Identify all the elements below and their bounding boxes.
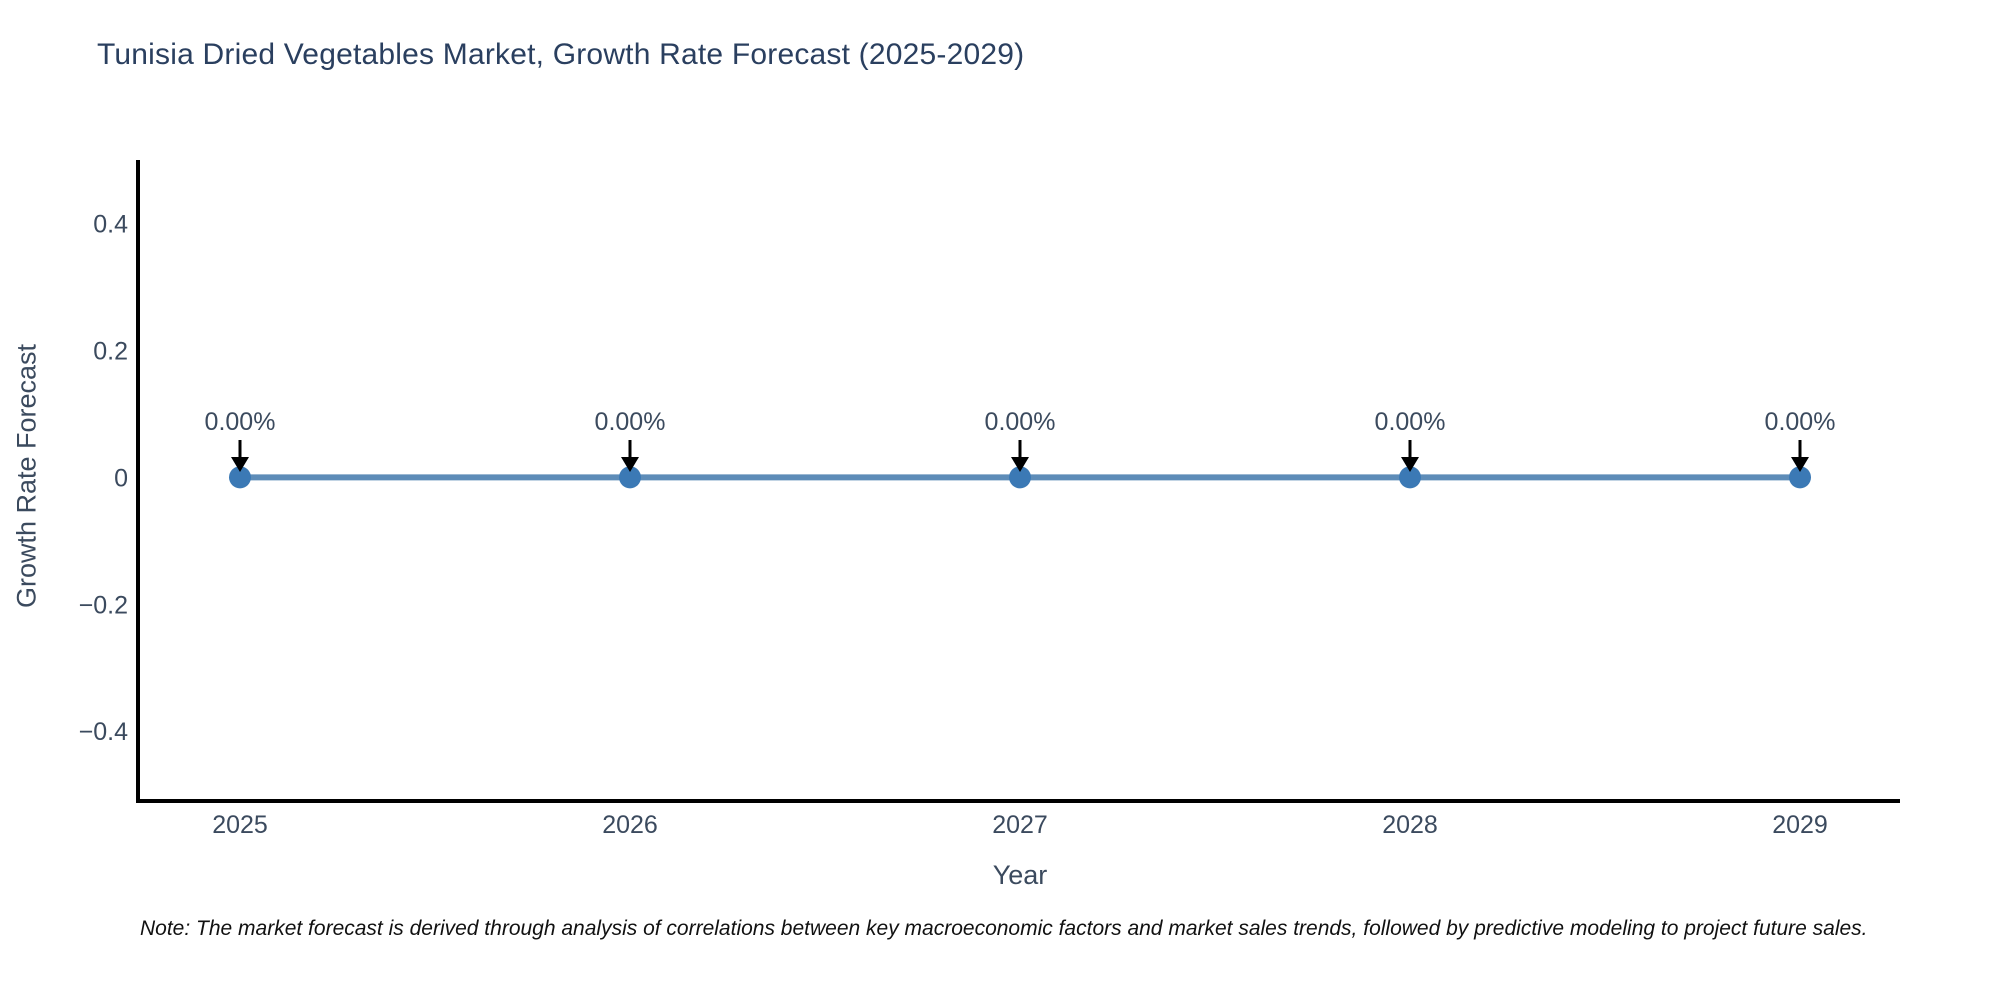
data-point-marker: [229, 466, 251, 489]
point-annotation: 0.00%: [985, 408, 1056, 436]
data-point-marker: [1009, 466, 1031, 489]
point-annotation: 0.00%: [1765, 408, 1836, 436]
x-tick-label: 2028: [1382, 811, 1438, 839]
annotation-arrow-head: [1791, 457, 1809, 472]
annotation-arrow-head: [1401, 457, 1419, 472]
data-point-marker: [1789, 466, 1811, 489]
x-axis-label: Year: [992, 860, 1048, 890]
x-tick-label: 2029: [1772, 811, 1828, 839]
y-tick-label: 0.2: [93, 337, 128, 365]
y-tick-label: 0: [114, 464, 128, 492]
x-tick-label: 2025: [212, 811, 268, 839]
point-annotation: 0.00%: [205, 408, 276, 436]
footnote: Note: The market forecast is derived thr…: [140, 917, 1868, 940]
x-tick-label: 2026: [602, 811, 658, 839]
annotation-arrow-head: [231, 457, 249, 472]
data-point-marker: [1399, 466, 1421, 489]
y-tick-label: −0.2: [79, 591, 128, 619]
annotation-arrow-head: [1011, 457, 1029, 472]
x-tick-label: 2027: [992, 811, 1048, 839]
point-annotation: 0.00%: [595, 408, 666, 436]
data-point-marker: [619, 466, 641, 489]
y-tick-label: −0.4: [79, 718, 128, 746]
annotation-arrow-head: [621, 457, 639, 472]
y-tick-label: 0.4: [93, 210, 128, 238]
chart-title: Tunisia Dried Vegetables Market, Growth …: [97, 38, 1025, 71]
point-annotation: 0.00%: [1375, 408, 1446, 436]
